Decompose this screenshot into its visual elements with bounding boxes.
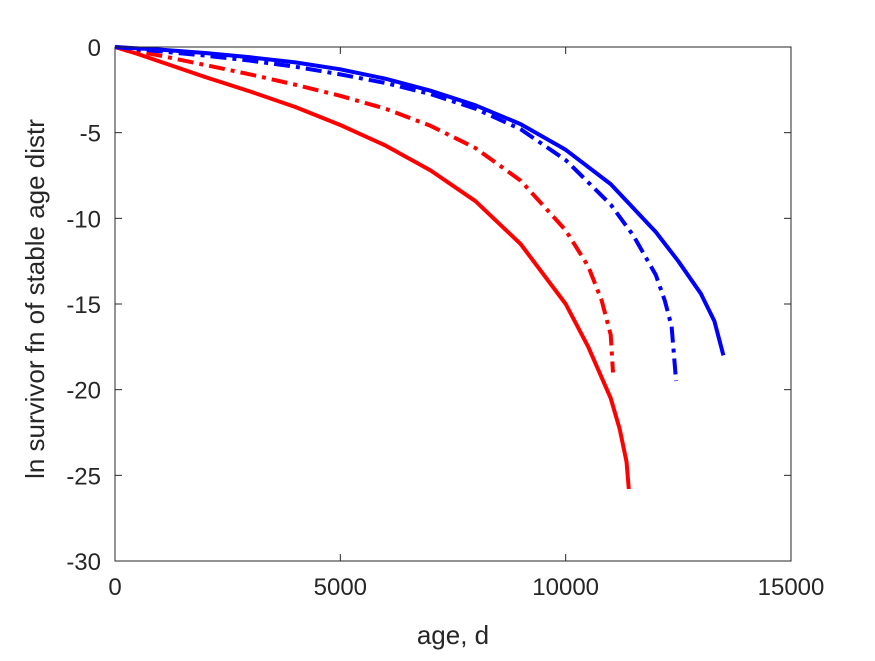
y-tick-label: -10 (66, 206, 101, 233)
y-tick-label: -25 (66, 463, 101, 490)
y-tick-label: -30 (66, 549, 101, 576)
y-tick-label: -5 (80, 121, 101, 148)
series-layer (114, 45, 726, 490)
series-line-4-dashdot (114, 45, 679, 382)
x-tick-label: 0 (108, 574, 121, 601)
x-axis-label: age, d (417, 620, 489, 650)
plot-area (115, 47, 791, 561)
x-tick-label: 5000 (314, 574, 367, 601)
x-tick-label: 10000 (532, 574, 599, 601)
axes-layer: 0 5000 10000 15000 0 -5 -10 -15 -20 -25 -30 (66, 35, 824, 601)
x-tick-label: 15000 (758, 574, 825, 601)
plot-background (115, 47, 791, 561)
y-tick-label: -20 (66, 378, 101, 405)
y-tick-label: 0 (88, 35, 101, 62)
series-line-3-solid (114, 45, 726, 356)
y-tick-label: -15 (66, 292, 101, 319)
series-line-1-solid (114, 45, 631, 490)
series-line-2-dashdot (114, 45, 615, 373)
y-axis-label: ln survivor fn of stable age distr (20, 119, 50, 479)
